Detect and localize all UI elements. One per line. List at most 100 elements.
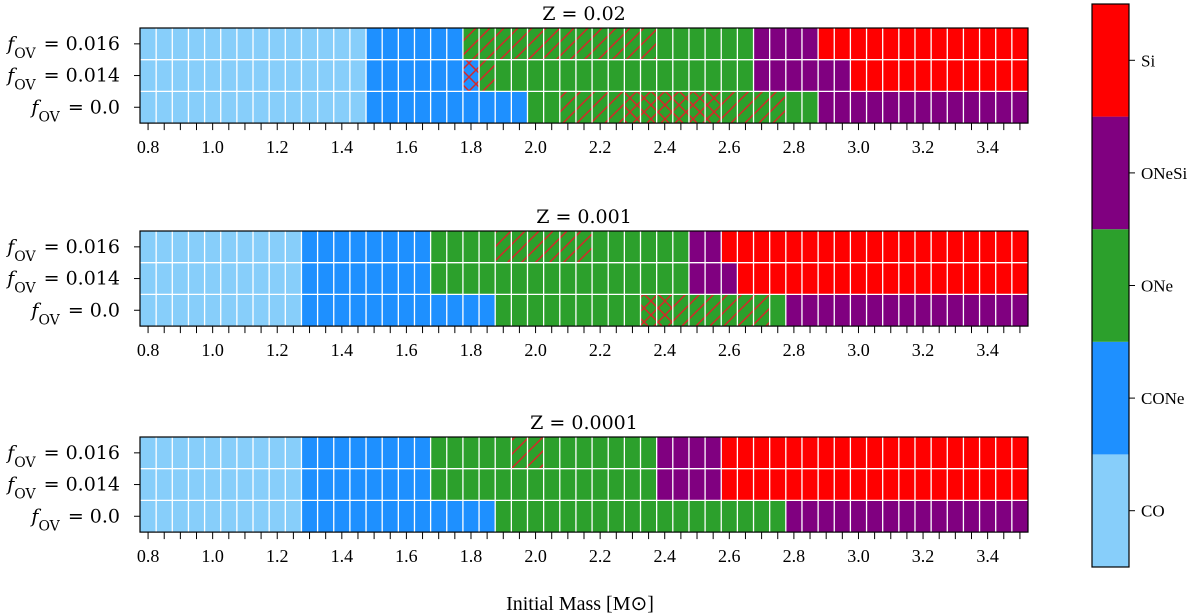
hatch-single-cell (527, 28, 543, 60)
x-axis-label: Initial Mass [M⊙] (506, 593, 654, 615)
hatch-single-cell (544, 28, 560, 60)
x-tick-label: 3.2 (912, 340, 935, 360)
hatch-single-cell (576, 91, 592, 123)
hatch-single-cell (511, 28, 527, 60)
hatch-single-cell (495, 28, 511, 60)
x-tick-label: 1.8 (460, 546, 483, 566)
colorbar-swatch-onesi (1092, 117, 1129, 230)
x-tick-label: 2.6 (718, 546, 741, 566)
hatch-single-cell (721, 91, 737, 123)
hatch-single-cell (641, 28, 657, 60)
hatch-single-cell (527, 437, 543, 469)
hatch-single-cell (592, 91, 608, 123)
row-label: fOV = 0.0 (29, 299, 120, 328)
hatch-single-cell (721, 294, 737, 326)
hatch-single-cell (737, 294, 753, 326)
hatch-cross-cell (641, 294, 657, 326)
x-tick-label: 3.0 (847, 340, 870, 360)
x-tick-label: 2.4 (653, 340, 676, 360)
heatmap-segment-si (721, 231, 1028, 263)
colorbar-swatch-co (1092, 454, 1129, 567)
hatch-cross-cell (705, 91, 721, 123)
heatmap-segment-onesi (689, 263, 737, 295)
hatch-single-cell (754, 294, 770, 326)
hatch-single-cell (576, 28, 592, 60)
hatch-single-cell (576, 231, 592, 263)
hatch-single-cell (511, 437, 527, 469)
panel-title: Z = 0.02 (542, 3, 626, 25)
x-tick-label: 3.0 (847, 137, 870, 157)
heatmap-segment-si (818, 28, 1028, 60)
heatmap-segment-si (721, 469, 1028, 501)
x-tick-label: 2.0 (524, 340, 547, 360)
hatch-single-cell (608, 91, 624, 123)
row-label: fOV = 0.016 (5, 236, 120, 265)
hatch-single-cell (495, 231, 511, 263)
heatmap-segment-onesi (786, 294, 1028, 326)
hatch-single-cell (673, 294, 689, 326)
x-tick-label: 0.8 (137, 137, 160, 157)
x-tick-label: 2.8 (783, 137, 806, 157)
hatch-single-cell (624, 28, 640, 60)
hatch-single-cell (463, 28, 479, 60)
panel-title: Z = 0.0001 (530, 412, 638, 434)
x-tick-label: 2.6 (718, 137, 741, 157)
hatch-cross-cell (641, 91, 657, 123)
x-tick-label: 2.4 (653, 137, 676, 157)
x-tick-label: 1.4 (331, 340, 354, 360)
x-tick-label: 1.8 (460, 137, 483, 157)
x-tick-label: 1.2 (266, 137, 289, 157)
x-tick-label: 1.6 (395, 137, 418, 157)
hatch-cross-cell (624, 91, 640, 123)
x-tick-label: 2.6 (718, 340, 741, 360)
x-tick-label: 1.4 (331, 546, 354, 566)
x-tick-label: 0.8 (137, 340, 160, 360)
x-tick-label: 2.2 (589, 137, 612, 157)
x-tick-label: 3.4 (976, 340, 999, 360)
colorbar-swatch-si (1092, 4, 1129, 117)
x-tick-label: 3.2 (912, 546, 935, 566)
heatmap-segment-onesi (786, 500, 1028, 532)
x-tick-label: 1.6 (395, 340, 418, 360)
hatch-single-cell (479, 28, 495, 60)
hatch-single-cell (737, 91, 753, 123)
hatch-cross-cell (657, 91, 673, 123)
hatch-single-cell (544, 231, 560, 263)
row-label: fOV = 0.0 (29, 505, 120, 534)
hatch-cross-cell (463, 60, 479, 92)
colorbar: COCONeONeONeSiSi (1092, 4, 1188, 567)
colorbar-swatch-one (1092, 229, 1129, 342)
x-tick-label: 2.8 (783, 340, 806, 360)
row-label: fOV = 0.014 (5, 65, 120, 94)
row-label: fOV = 0.016 (5, 442, 120, 471)
hatch-single-cell (770, 91, 786, 123)
colorbar-label: CONe (1141, 389, 1184, 408)
x-tick-label: 1.8 (460, 340, 483, 360)
colorbar-swatch-cone (1092, 342, 1129, 455)
colorbar-label: CO (1141, 502, 1165, 521)
x-tick-label: 2.4 (653, 546, 676, 566)
x-tick-label: 2.8 (783, 546, 806, 566)
x-tick-label: 2.2 (589, 340, 612, 360)
panel-title: Z = 0.001 (536, 206, 632, 228)
hatch-single-cell (560, 91, 576, 123)
colorbar-label: ONeSi (1141, 164, 1188, 183)
hatch-single-cell (705, 294, 721, 326)
hatch-cross-cell (657, 294, 673, 326)
x-tick-label: 3.2 (912, 137, 935, 157)
x-tick-label: 1.0 (201, 137, 224, 157)
row-label: fOV = 0.014 (5, 474, 120, 503)
x-tick-label: 0.8 (137, 546, 160, 566)
x-tick-label: 1.0 (201, 546, 224, 566)
x-tick-label: 1.4 (331, 137, 354, 157)
heatmap-segment-si (850, 60, 1028, 92)
hatch-single-cell (560, 231, 576, 263)
hatch-cross-cell (689, 91, 705, 123)
hatch-single-cell (592, 28, 608, 60)
hatch-cross-cell (673, 91, 689, 123)
x-tick-label: 3.4 (976, 137, 999, 157)
